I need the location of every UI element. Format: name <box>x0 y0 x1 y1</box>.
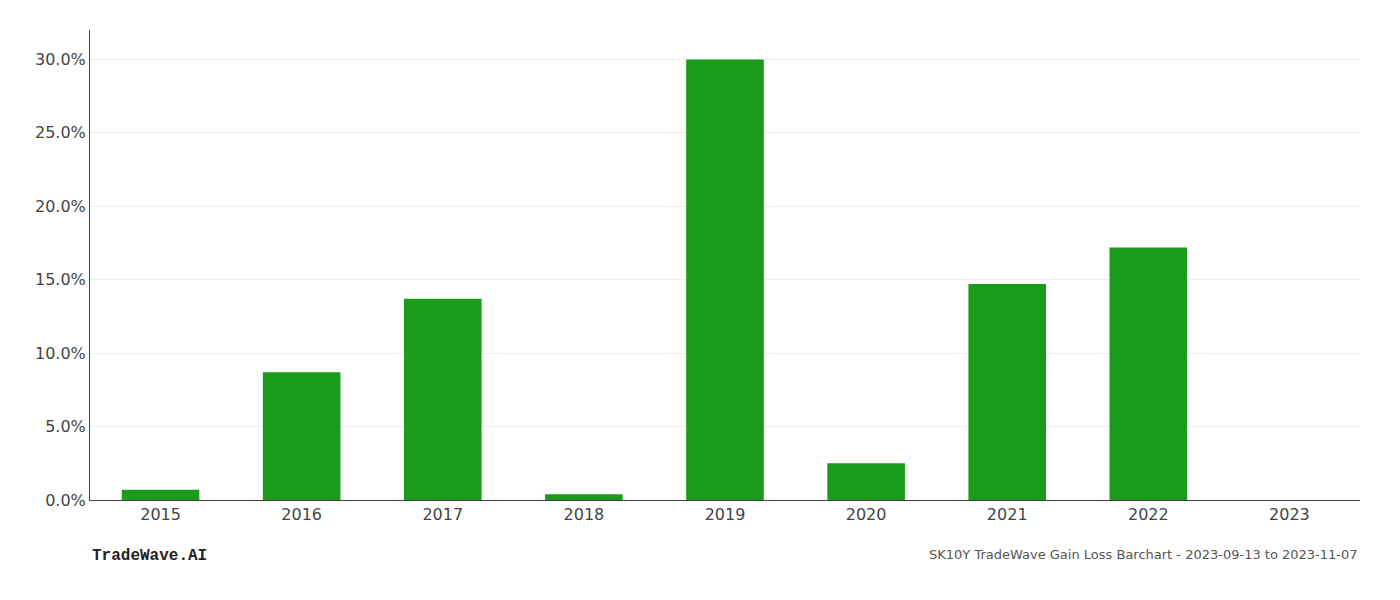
svg-text:2021: 2021 <box>987 505 1028 524</box>
svg-text:SK10Y TradeWave Gain Loss Barc: SK10Y TradeWave Gain Loss Barchart - 202… <box>929 547 1358 562</box>
svg-text:20.0%: 20.0% <box>35 197 86 216</box>
svg-text:2015: 2015 <box>140 505 181 524</box>
svg-text:2022: 2022 <box>1128 505 1169 524</box>
svg-text:2017: 2017 <box>422 505 463 524</box>
svg-text:TradeWave.AI: TradeWave.AI <box>92 547 207 565</box>
svg-text:5.0%: 5.0% <box>45 417 86 436</box>
svg-text:2023: 2023 <box>1269 505 1310 524</box>
svg-text:2020: 2020 <box>846 505 887 524</box>
svg-text:0.0%: 0.0% <box>45 491 86 510</box>
svg-text:30.0%: 30.0% <box>35 50 86 69</box>
svg-text:2018: 2018 <box>564 505 605 524</box>
svg-text:2019: 2019 <box>705 505 746 524</box>
svg-text:25.0%: 25.0% <box>35 123 86 142</box>
svg-text:2016: 2016 <box>281 505 322 524</box>
svg-text:10.0%: 10.0% <box>35 344 86 363</box>
svg-text:15.0%: 15.0% <box>35 270 86 289</box>
